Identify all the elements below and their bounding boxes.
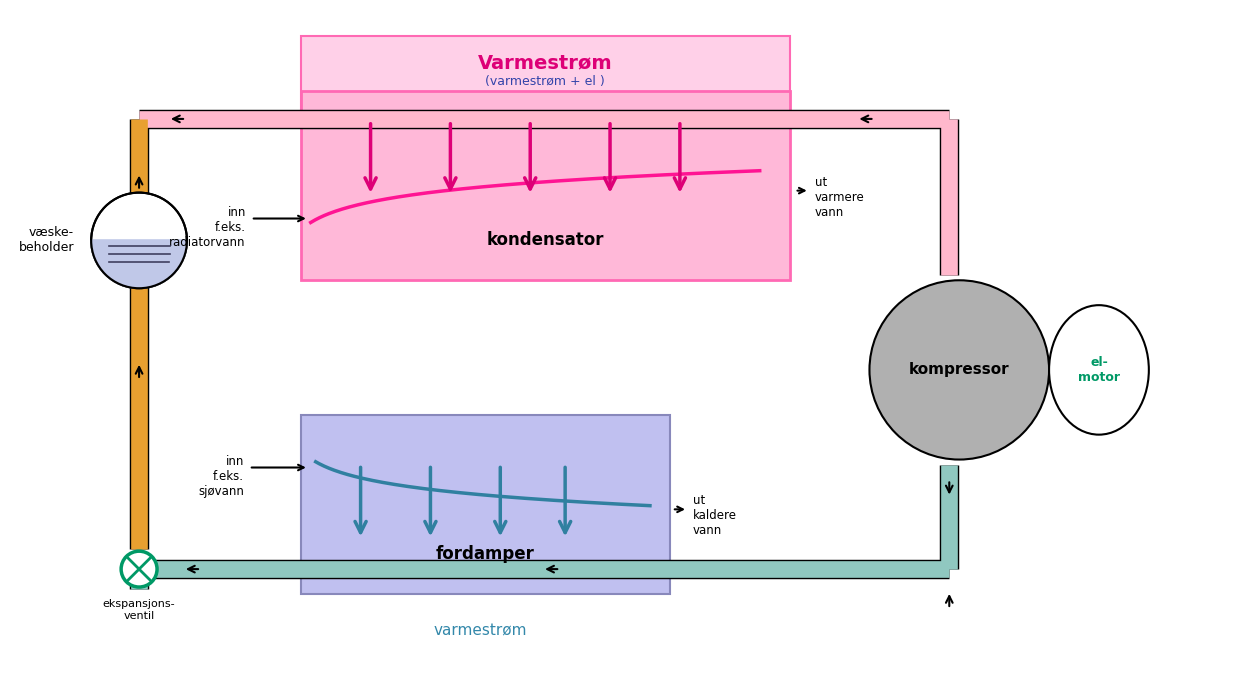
Text: væske-
beholder: væske- beholder: [19, 226, 74, 255]
Text: ut
kaldere
vann: ut kaldere vann: [693, 494, 737, 537]
Text: kompressor: kompressor: [909, 362, 1010, 378]
Bar: [300, 415, 669, 594]
Text: ut
varmere
vann: ut varmere vann: [815, 176, 864, 219]
Text: inn
f.eks.
sjøvann: inn f.eks. sjøvann: [198, 455, 244, 498]
Text: fordamper: fordamper: [436, 545, 535, 563]
Circle shape: [869, 280, 1049, 459]
Text: (varmestrøm + el ): (varmestrøm + el ): [485, 75, 605, 88]
Text: kondensator: kondensator: [486, 231, 604, 249]
Circle shape: [92, 193, 187, 288]
Circle shape: [121, 551, 157, 587]
Text: inn
f.eks.
radiatorvann: inn f.eks. radiatorvann: [170, 205, 246, 248]
Text: varmestrøm: varmestrøm: [433, 624, 528, 639]
Bar: [300, 91, 790, 280]
Text: ekspansjons-
ventil: ekspansjons- ventil: [103, 599, 176, 620]
Bar: [300, 36, 790, 111]
Text: Varmestrøm: Varmestrøm: [477, 53, 613, 72]
Polygon shape: [92, 240, 187, 288]
Ellipse shape: [1049, 305, 1149, 434]
Text: el-
motor: el- motor: [1078, 356, 1120, 384]
